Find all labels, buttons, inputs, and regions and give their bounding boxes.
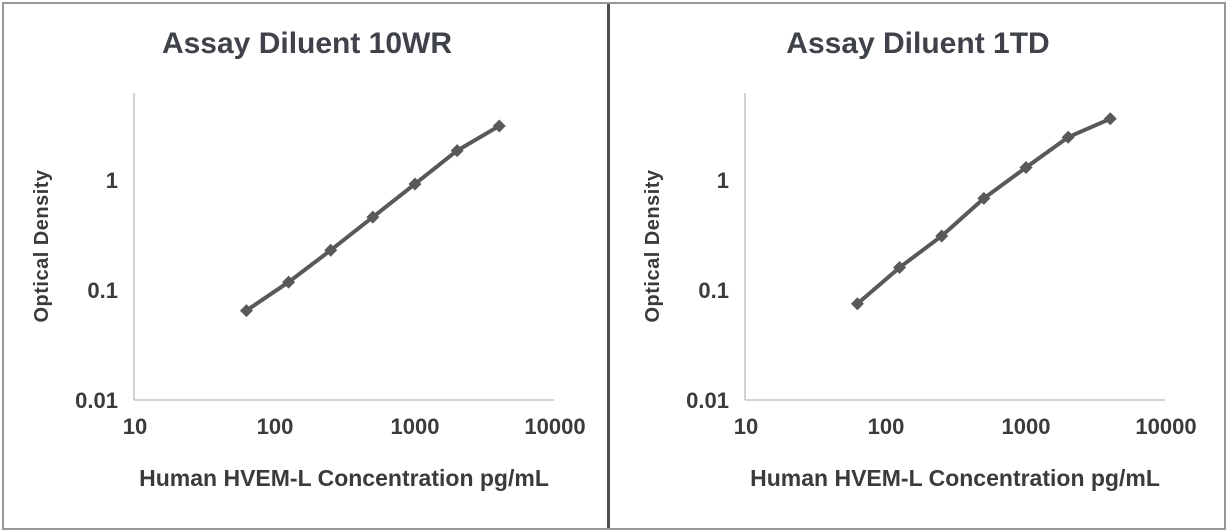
data-point-marker xyxy=(324,243,338,257)
x-tick-label: 1000 xyxy=(1002,414,1051,439)
x-tick-label: 100 xyxy=(868,414,905,439)
data-point-marker xyxy=(977,191,991,205)
panel-divider xyxy=(607,3,610,529)
data-point-marker xyxy=(450,144,464,158)
data-point-marker xyxy=(239,304,253,318)
chart-title-1td: Assay Diluent 1TD xyxy=(786,27,1050,60)
x-tick-label: 100 xyxy=(257,414,294,439)
data-point-marker xyxy=(850,297,864,311)
series-line xyxy=(855,116,1113,306)
data-point-marker xyxy=(282,275,296,289)
data-point-marker xyxy=(1061,130,1075,144)
x-tick-label: 10 xyxy=(123,414,147,439)
plot-1td: 10 100 1000 10000 0.01 0.1 1 Human HVEM-L Conce… xyxy=(642,93,1197,491)
x-tick-label: 10 xyxy=(734,414,758,439)
data-point-marker xyxy=(492,119,506,133)
data-point-marker xyxy=(935,229,949,243)
y-tick-label: 0.01 xyxy=(75,388,118,413)
x-tick-label: 10000 xyxy=(524,414,585,439)
data-point-marker xyxy=(366,210,380,224)
y-tick-label: 1 xyxy=(717,168,729,193)
x-tick-label: 1000 xyxy=(391,414,440,439)
y-axis-title: Optical Density xyxy=(642,169,664,322)
plot-10wr: 10 100 1000 10000 0.01 0.1 1 Human HVEM-L Conce… xyxy=(31,93,586,491)
data-point-marker xyxy=(893,261,907,275)
data-point-marker xyxy=(408,177,422,191)
data-point-marker xyxy=(1103,112,1117,126)
chart-panel-10wr: Assay Diluent 10WR 10 100 1000 10000 0.01 0.1… xyxy=(31,27,586,491)
x-tick-label: 10000 xyxy=(1135,414,1196,439)
y-axis-title: Optical Density xyxy=(31,169,53,322)
y-tick-label: 0.1 xyxy=(87,278,118,303)
y-tick-label: 0.1 xyxy=(698,278,729,303)
chart-panel-1td: Assay Diluent 1TD 10 100 1000 10000 0.01 0.1 1… xyxy=(611,0,1225,532)
x-axis-title: Human HVEM-L Concentration pg/mL xyxy=(139,465,549,491)
x-axis-title: Human HVEM-L Concentration pg/mL xyxy=(750,465,1160,491)
chart-title-10wr: Assay Diluent 10WR xyxy=(161,27,453,60)
y-tick-label: 1 xyxy=(106,168,118,193)
y-tick-label: 0.01 xyxy=(686,388,729,413)
data-point-marker xyxy=(1019,160,1033,174)
